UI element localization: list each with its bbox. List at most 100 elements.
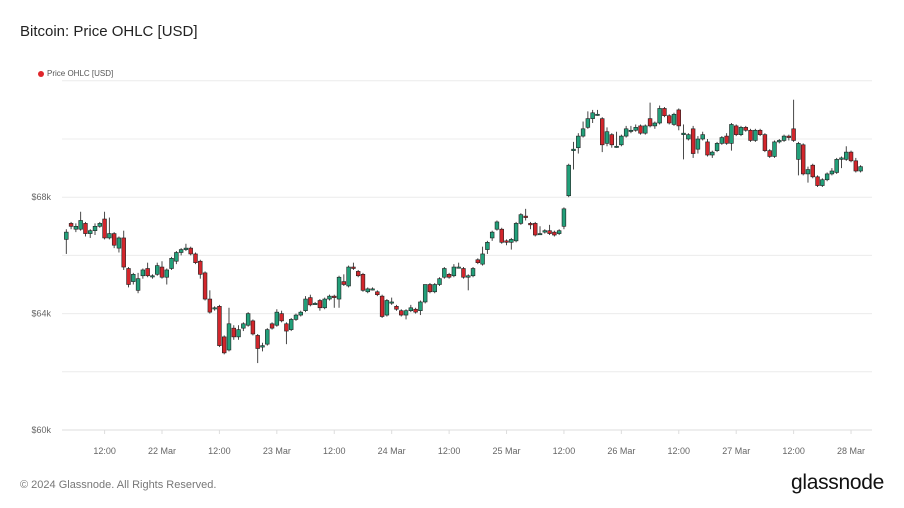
candle-body-up xyxy=(590,112,595,119)
candle xyxy=(351,262,356,270)
candle xyxy=(88,229,93,238)
candle xyxy=(686,133,691,141)
x-tick-label: 27 Mar xyxy=(722,446,750,456)
candle xyxy=(164,268,169,285)
candle-body-up xyxy=(719,137,725,144)
candle xyxy=(188,246,193,256)
candle-body-up xyxy=(293,314,299,320)
candle xyxy=(212,306,217,311)
candle-body-up xyxy=(178,249,184,253)
candle xyxy=(839,156,844,169)
candle-body-down xyxy=(217,306,222,346)
candle-body-up xyxy=(585,118,591,128)
candle xyxy=(485,240,490,254)
candle-body-down xyxy=(743,127,748,131)
candle-body-down xyxy=(705,141,710,156)
candle xyxy=(724,133,729,145)
candle-body-down xyxy=(748,129,753,141)
candle-body-up xyxy=(805,169,811,175)
candle xyxy=(360,272,366,292)
candle-body-up xyxy=(174,252,179,262)
candle-body-up xyxy=(384,300,390,316)
candle xyxy=(135,272,141,294)
candle xyxy=(355,269,361,278)
candle xyxy=(600,117,605,153)
candle xyxy=(126,267,131,288)
candle-body-down xyxy=(853,160,859,172)
candle-body-up xyxy=(623,128,629,137)
x-tick-label: 25 Mar xyxy=(493,446,521,456)
candle xyxy=(848,150,854,163)
candle-body-up xyxy=(327,295,332,300)
candle xyxy=(533,221,538,237)
candle xyxy=(738,125,744,137)
candle xyxy=(561,207,567,230)
candle-body-down xyxy=(68,223,74,227)
candle-body-down xyxy=(523,215,528,218)
candle-body-up xyxy=(643,125,648,134)
candle-body-down xyxy=(317,300,323,309)
candle xyxy=(590,109,595,123)
candle xyxy=(757,128,763,137)
candle xyxy=(312,301,318,305)
candle-body-up xyxy=(336,276,342,300)
candle-body-down xyxy=(547,230,552,234)
copyright: © 2024 Glassnode. All Rights Reserved. xyxy=(20,479,217,491)
candle xyxy=(824,172,830,182)
candle xyxy=(145,262,150,278)
candle-body-up xyxy=(537,233,543,236)
candle xyxy=(121,230,126,270)
candle xyxy=(303,296,308,313)
y-tick-label: $60k xyxy=(31,425,51,435)
candle xyxy=(341,274,347,286)
candle xyxy=(695,136,701,154)
candle-body-up xyxy=(781,135,787,141)
candle-body-up xyxy=(365,288,370,293)
candle-body-up xyxy=(619,135,624,146)
candle-body-up xyxy=(671,113,677,125)
candle-body-up xyxy=(858,166,863,172)
candle xyxy=(509,237,514,250)
candle-body-down xyxy=(399,310,404,316)
candle-body-down xyxy=(360,274,366,291)
candle xyxy=(131,272,136,285)
candle xyxy=(733,124,739,137)
candle-body-up xyxy=(346,266,351,287)
candle-body-up xyxy=(657,108,662,124)
x-tick-label: 26 Mar xyxy=(607,446,635,456)
candle-body-up xyxy=(470,268,476,277)
candle xyxy=(628,125,634,134)
candle xyxy=(432,283,437,294)
candle-body-down xyxy=(145,268,150,277)
candle xyxy=(327,294,332,301)
candle-body-up xyxy=(451,266,457,277)
candle-body-up xyxy=(844,151,849,160)
candle xyxy=(547,224,552,236)
candle xyxy=(820,178,825,188)
candle-body-up xyxy=(312,303,318,305)
candle xyxy=(73,223,79,233)
legend[interactable]: Price OHLC [USD] xyxy=(38,69,113,78)
candle-body-up xyxy=(288,319,294,330)
candle xyxy=(68,221,74,230)
candle xyxy=(217,304,222,348)
candle-body-up xyxy=(714,143,720,151)
candle-body-up xyxy=(92,226,98,231)
candle xyxy=(466,274,471,291)
candle-body-up xyxy=(403,310,409,316)
candle-body-up xyxy=(169,258,174,269)
candle xyxy=(255,333,260,364)
candle-body-up xyxy=(245,313,251,326)
candle-body-up xyxy=(212,307,217,310)
candle-body-down xyxy=(690,128,696,154)
candle-body-down xyxy=(308,297,313,306)
candle-body-up xyxy=(518,214,524,224)
candle-body-down xyxy=(355,271,361,277)
candle xyxy=(609,133,614,148)
candle-body-up xyxy=(686,134,691,140)
candle xyxy=(652,121,658,129)
candle xyxy=(437,277,442,286)
candle xyxy=(317,299,323,311)
candle-body-up xyxy=(236,329,241,338)
